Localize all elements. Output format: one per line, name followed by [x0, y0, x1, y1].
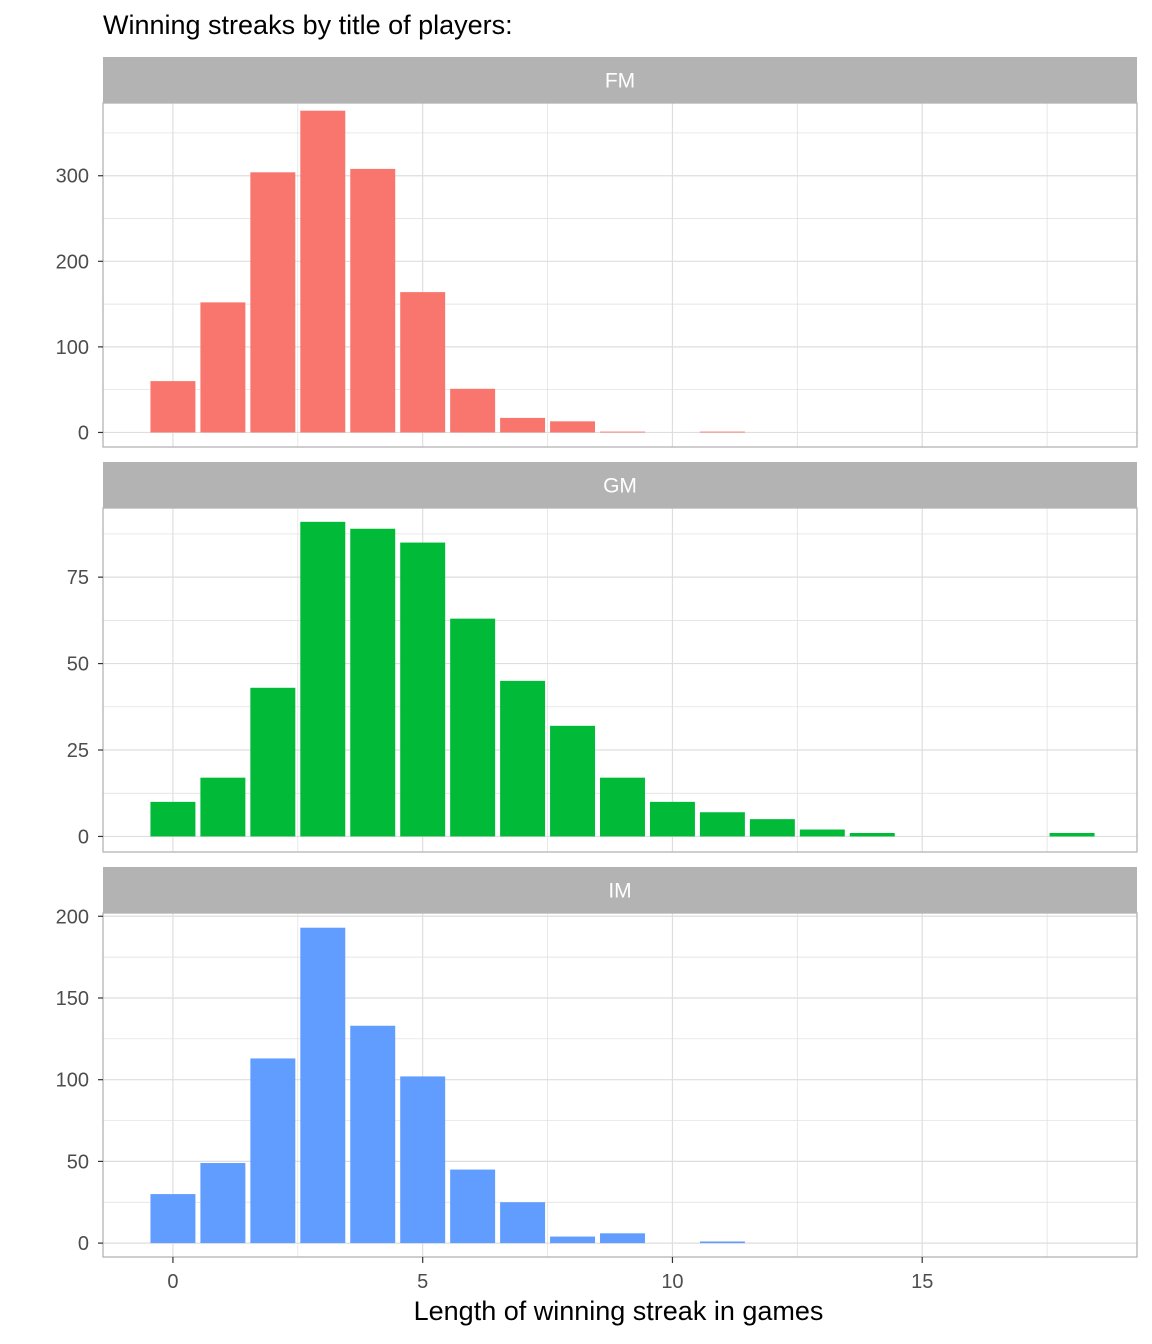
bar-fm-7	[500, 417, 546, 433]
bar-gm-4	[350, 528, 396, 837]
facet-strip-gm	[103, 462, 1137, 508]
bar-im-8	[550, 1236, 596, 1244]
bar-fm-11	[699, 431, 745, 433]
bar-gm-1	[200, 777, 246, 837]
bar-gm-8	[550, 725, 596, 837]
bar-im-9	[600, 1233, 645, 1244]
y-tick-label-fm: 100	[56, 337, 89, 359]
y-tick-label-fm: 300	[56, 166, 89, 188]
bar-im-5	[400, 1076, 446, 1244]
y-tick-label-im: 200	[56, 906, 89, 928]
bar-gm-12	[749, 819, 795, 837]
y-tick-label-gm: 50	[67, 654, 89, 676]
x-tick-label: 15	[911, 1271, 933, 1293]
y-tick-label-im: 0	[78, 1233, 89, 1255]
bar-gm-10	[649, 801, 695, 837]
bar-im-2	[250, 1058, 296, 1244]
bar-im-1	[200, 1163, 246, 1244]
bar-gm-7	[500, 680, 546, 837]
bar-gm-13	[799, 829, 845, 837]
x-tick-label: 5	[417, 1271, 428, 1293]
y-tick-label-im: 100	[56, 1070, 89, 1092]
bar-fm-8	[550, 421, 596, 433]
facet-strip-label-fm: FM	[605, 70, 635, 93]
bar-im-11	[699, 1241, 745, 1244]
bar-im-7	[500, 1202, 546, 1244]
bar-gm-3	[300, 521, 346, 837]
bar-im-6	[450, 1169, 496, 1244]
bar-fm-3	[300, 110, 346, 433]
bar-im-0	[150, 1194, 196, 1244]
y-tick-label-gm: 75	[67, 567, 89, 589]
y-tick-label-gm: 25	[67, 740, 89, 762]
bar-gm-11	[699, 812, 745, 837]
y-tick-label-im: 50	[67, 1151, 89, 1173]
bar-fm-6	[450, 388, 496, 433]
facet-strip-fm	[103, 57, 1137, 103]
bar-fm-1	[200, 302, 246, 433]
y-tick-label-im: 150	[56, 988, 89, 1010]
x-tick-label: 10	[661, 1271, 683, 1293]
bar-fm-4	[350, 168, 396, 433]
x-axis-title: Length of winning streak in games	[413, 1296, 824, 1326]
facet-strip-label-gm: GM	[603, 475, 637, 498]
bar-fm-0	[150, 381, 196, 433]
chart-title: Winning streaks by title of players:	[103, 10, 513, 40]
facet-strip-label-im: IM	[608, 880, 631, 903]
y-tick-label-fm: 200	[56, 251, 89, 273]
bar-fm-9	[600, 431, 645, 433]
bar-im-3	[300, 927, 346, 1244]
bar-im-4	[350, 1025, 396, 1244]
bar-fm-2	[250, 172, 296, 433]
x-tick-label: 0	[167, 1271, 178, 1293]
bar-gm-18	[1049, 832, 1095, 837]
bar-fm-5	[400, 292, 446, 433]
bar-gm-6	[450, 618, 496, 837]
bar-gm-5	[400, 542, 446, 837]
bar-gm-0	[150, 801, 196, 837]
bar-gm-2	[250, 687, 296, 837]
y-tick-label-fm: 0	[78, 422, 89, 444]
bar-gm-9	[600, 777, 645, 837]
y-tick-label-gm: 0	[78, 826, 89, 848]
facet-strip-im	[103, 867, 1137, 913]
bar-gm-14	[849, 832, 895, 837]
